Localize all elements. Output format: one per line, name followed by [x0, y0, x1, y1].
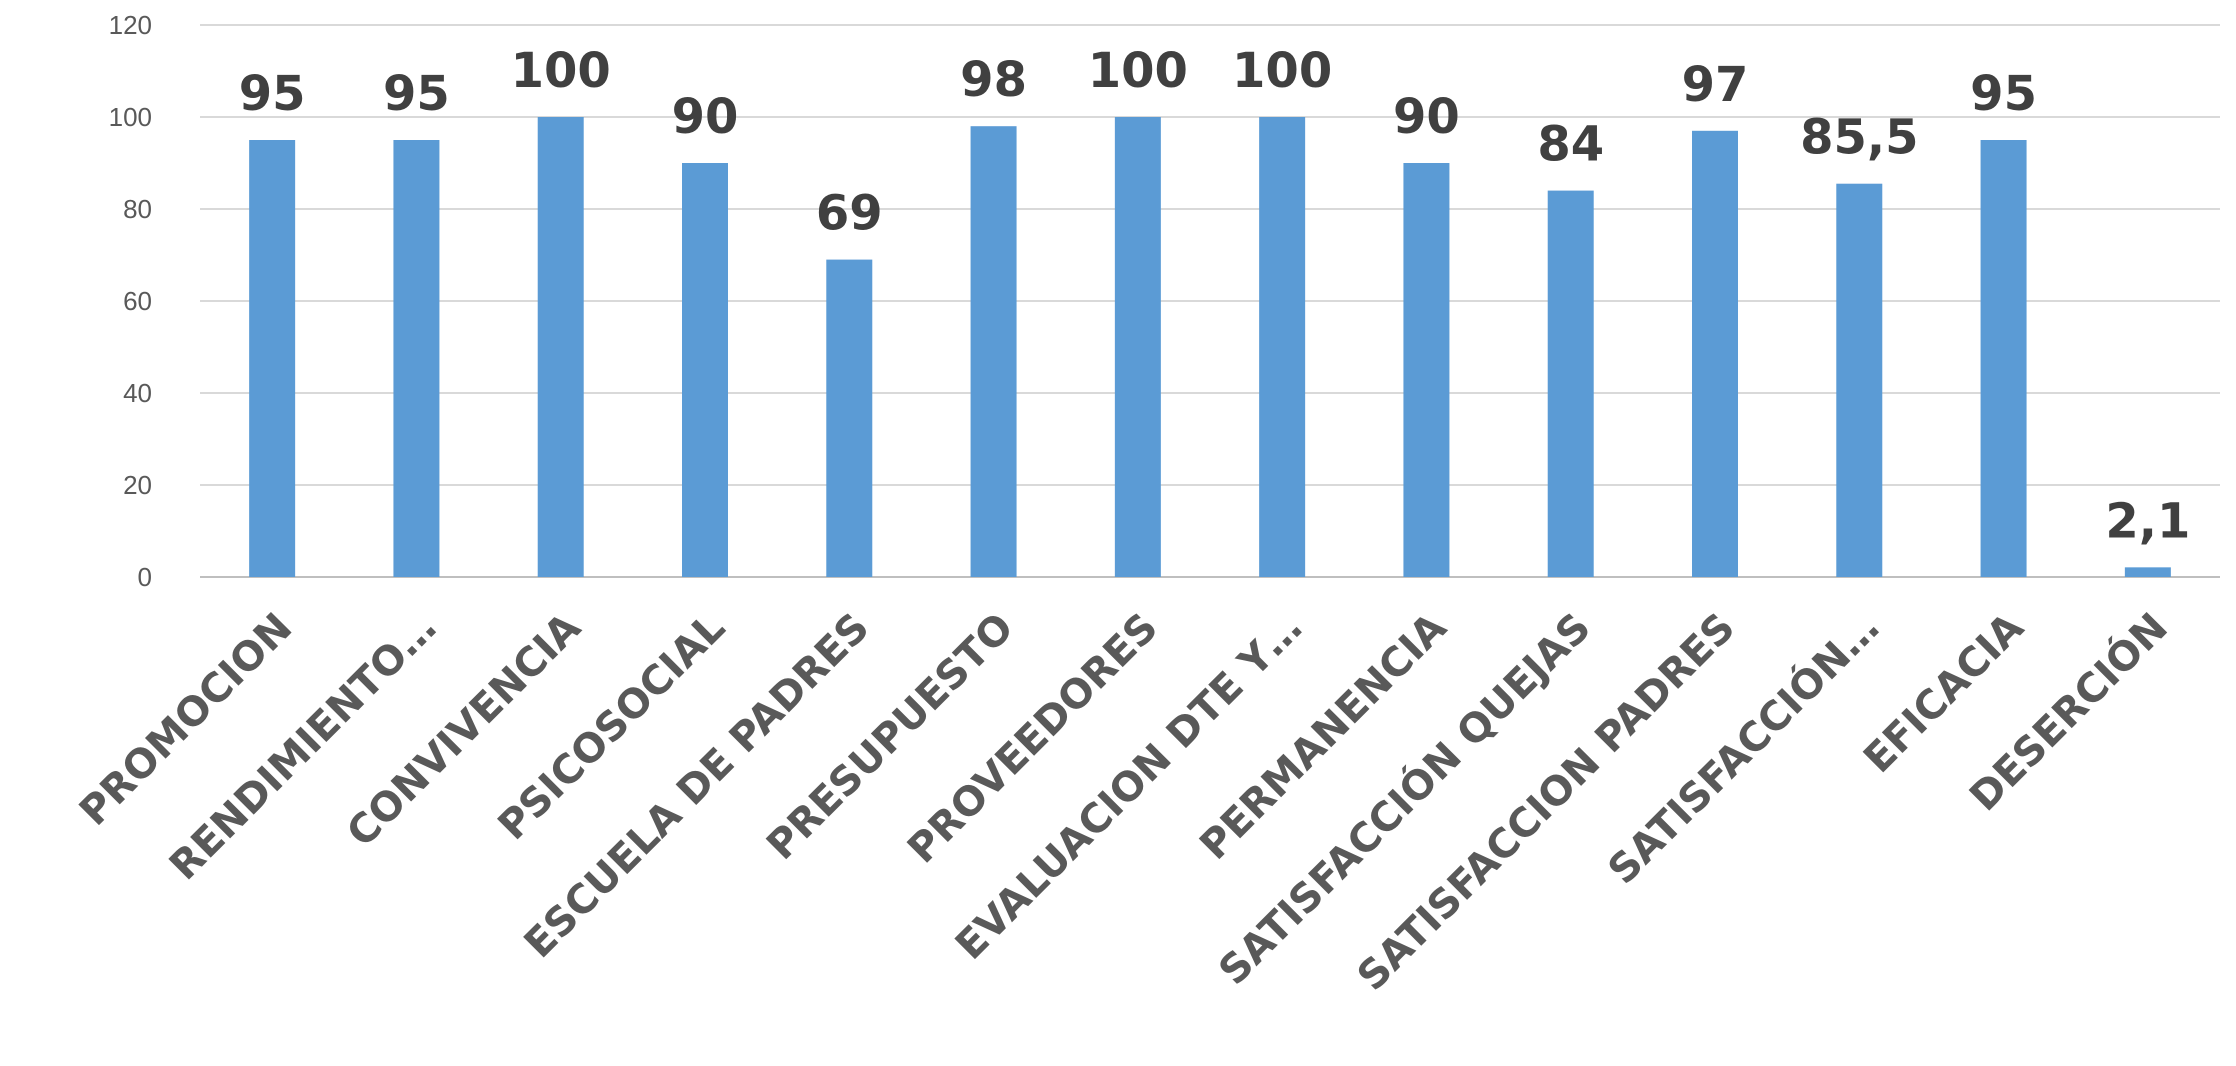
- y-tick-label: 60: [123, 286, 152, 316]
- y-tick-label: 40: [123, 378, 152, 408]
- bar: [2124, 567, 2171, 577]
- data-label: 100: [1232, 43, 1332, 99]
- data-label: 100: [1088, 43, 1188, 99]
- bar: [249, 140, 296, 577]
- data-label: 98: [960, 52, 1027, 108]
- bar: [393, 140, 440, 577]
- x-tick-label: PROVEEDORES: [899, 605, 1167, 873]
- bar: [1692, 130, 1738, 578]
- bar: [970, 126, 1017, 577]
- bar: [1259, 117, 1306, 577]
- y-tick-label: 20: [123, 470, 152, 500]
- data-label: 69: [816, 186, 883, 242]
- x-tick-label: SATISFACCIÓN…: [1598, 603, 1888, 893]
- bar: [826, 259, 873, 577]
- data-label: 95: [383, 66, 450, 122]
- x-tick-label: RENDIMIENTO…: [161, 605, 446, 890]
- x-tick-label: PERMANENCIA: [1191, 605, 1455, 869]
- y-tick-label: 0: [138, 562, 152, 592]
- y-tick-label: 100: [109, 102, 152, 132]
- data-label: 95: [1970, 66, 2037, 122]
- data-label: 97: [1682, 57, 1749, 113]
- data-label: 90: [1393, 89, 1460, 145]
- bar: [682, 163, 728, 577]
- x-tick-label: PRESUPUESTO: [758, 605, 1022, 869]
- bar: [1836, 183, 1883, 577]
- bar: [1403, 163, 1450, 577]
- bar: [1980, 140, 2027, 577]
- data-label: 84: [1537, 117, 1604, 173]
- data-label: 2,1: [2105, 493, 2190, 549]
- bar: [1547, 190, 1594, 577]
- data-label: 100: [511, 43, 611, 99]
- y-tick-label: 120: [109, 10, 152, 40]
- data-label: 85,5: [1800, 110, 1918, 166]
- data-label: 95: [239, 66, 306, 122]
- bar: [537, 117, 584, 577]
- data-label: 90: [672, 89, 739, 145]
- bar: [1114, 117, 1161, 577]
- y-tick-label: 80: [123, 194, 152, 224]
